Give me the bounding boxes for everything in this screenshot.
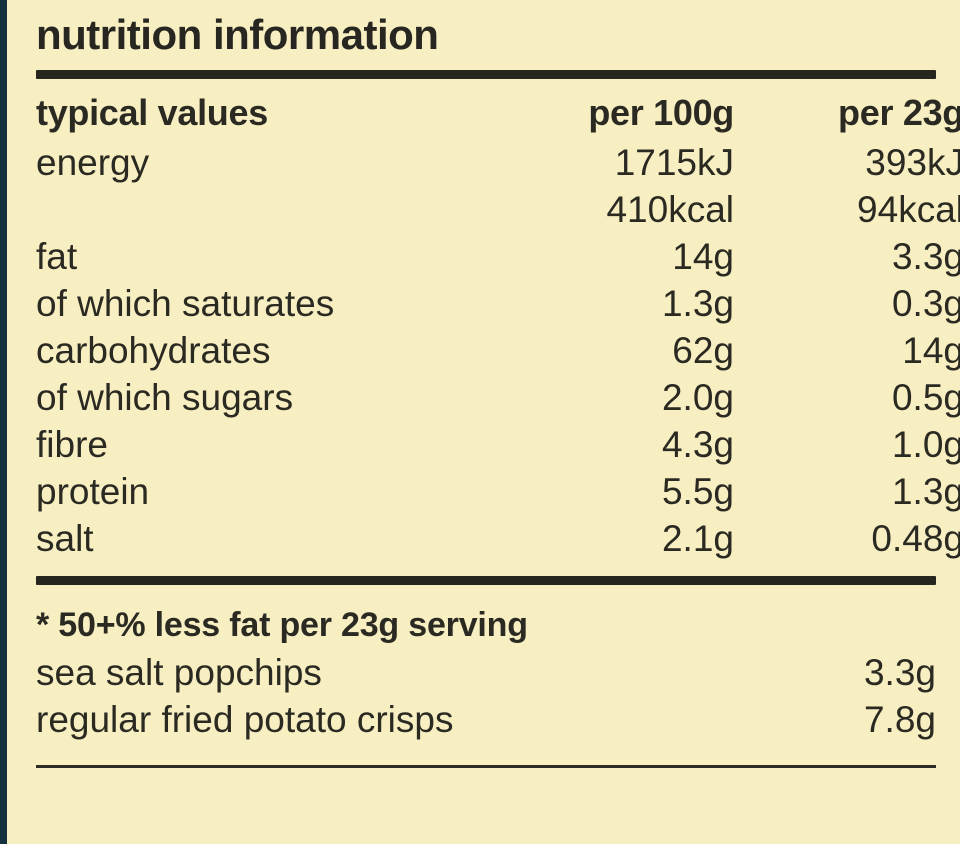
nutrient-value-fibre-per-serving: 1.0g xyxy=(891,424,960,465)
table-row: 410kcal 94kcal xyxy=(36,186,960,233)
table-row: fat 14g 3.3g xyxy=(36,233,960,280)
column-header-per-serving: per 23g xyxy=(838,92,960,133)
table-row: of which sugars 2.0g 0.5g xyxy=(36,374,960,421)
nutrient-value-energy-kcal-per-100g: 410kcal xyxy=(606,189,734,230)
table-row: energy 1715kJ 393kJ xyxy=(36,139,960,186)
table-header-row: typical values per 100g per 23g xyxy=(36,87,960,139)
fat-claim-footnote: * 50+% less fat per 23g serving xyxy=(36,606,528,644)
cropped-text-below-panel xyxy=(36,782,936,798)
nutrient-value-salt-per-serving: 0.48g xyxy=(871,518,960,559)
table-row: protein 5.5g 1.3g xyxy=(36,468,960,515)
package-edge-strip xyxy=(0,0,7,844)
comparison-value-regular-crisps: 7.8g xyxy=(863,699,936,740)
nutrient-value-protein-per-serving: 1.3g xyxy=(891,471,960,512)
nutrient-value-energy-kj-per-serving: 393kJ xyxy=(865,142,960,183)
nutrient-name-fat: fat xyxy=(36,236,78,277)
nutrient-value-salt-per-100g: 2.1g xyxy=(661,518,734,559)
fat-comparison-table: sea salt popchips 3.3g regular fried pot… xyxy=(36,649,936,743)
comparison-value-popchips: 3.3g xyxy=(863,652,936,693)
column-header-typical-values: typical values xyxy=(36,92,268,133)
table-row: regular fried potato crisps 7.8g xyxy=(36,696,936,743)
nutrient-value-fat-per-100g: 14g xyxy=(672,236,734,277)
divider-top xyxy=(36,70,936,79)
nutrient-name-saturates: of which saturates xyxy=(36,283,335,324)
table-row: of which saturates 1.3g 0.3g xyxy=(36,280,960,327)
nutrient-value-carbohydrates-per-100g: 62g xyxy=(672,330,734,371)
table-row: sea salt popchips 3.3g xyxy=(36,649,936,696)
table-row: carbohydrates 62g 14g xyxy=(36,327,960,374)
table-row: fibre 4.3g 1.0g xyxy=(36,421,960,468)
nutrition-table: typical values per 100g per 23g energy 1… xyxy=(36,87,960,562)
nutrient-value-protein-per-100g: 5.5g xyxy=(661,471,734,512)
nutrient-value-carbohydrates-per-serving: 14g xyxy=(902,330,960,371)
page-title: nutrition information xyxy=(36,11,439,58)
comparison-name-regular-crisps: regular fried potato crisps xyxy=(36,699,454,740)
nutrient-value-fat-per-serving: 3.3g xyxy=(891,236,960,277)
nutrient-value-energy-kj-per-100g: 1715kJ xyxy=(614,142,734,183)
column-header-per-100g: per 100g xyxy=(588,92,734,133)
nutrient-name-carbohydrates: carbohydrates xyxy=(36,330,271,371)
nutrient-value-fibre-per-100g: 4.3g xyxy=(661,424,734,465)
nutrient-name-energy: energy xyxy=(36,142,150,183)
table-row: salt 2.1g 0.48g xyxy=(36,515,960,562)
nutrient-name-fibre: fibre xyxy=(36,424,108,465)
nutrient-name-sugars: of which sugars xyxy=(36,377,294,418)
divider-bottom xyxy=(36,765,936,768)
divider-middle xyxy=(36,576,936,585)
nutrient-name-salt: salt xyxy=(36,518,94,559)
nutrient-value-sugars-per-serving: 0.5g xyxy=(891,377,960,418)
nutrient-name-protein: protein xyxy=(36,471,150,512)
nutrient-value-saturates-per-serving: 0.3g xyxy=(891,283,960,324)
nutrient-value-sugars-per-100g: 2.0g xyxy=(661,377,734,418)
nutrient-value-energy-kcal-per-serving: 94kcal xyxy=(857,189,960,230)
nutrient-name-energy-kcal xyxy=(36,186,506,233)
nutrient-value-saturates-per-100g: 1.3g xyxy=(661,283,734,324)
comparison-name-popchips: sea salt popchips xyxy=(36,652,322,693)
